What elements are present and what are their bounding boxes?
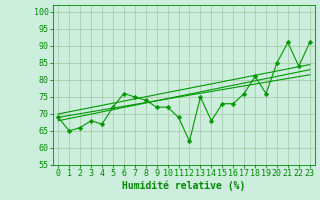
X-axis label: Humidité relative (%): Humidité relative (%) — [122, 181, 246, 191]
